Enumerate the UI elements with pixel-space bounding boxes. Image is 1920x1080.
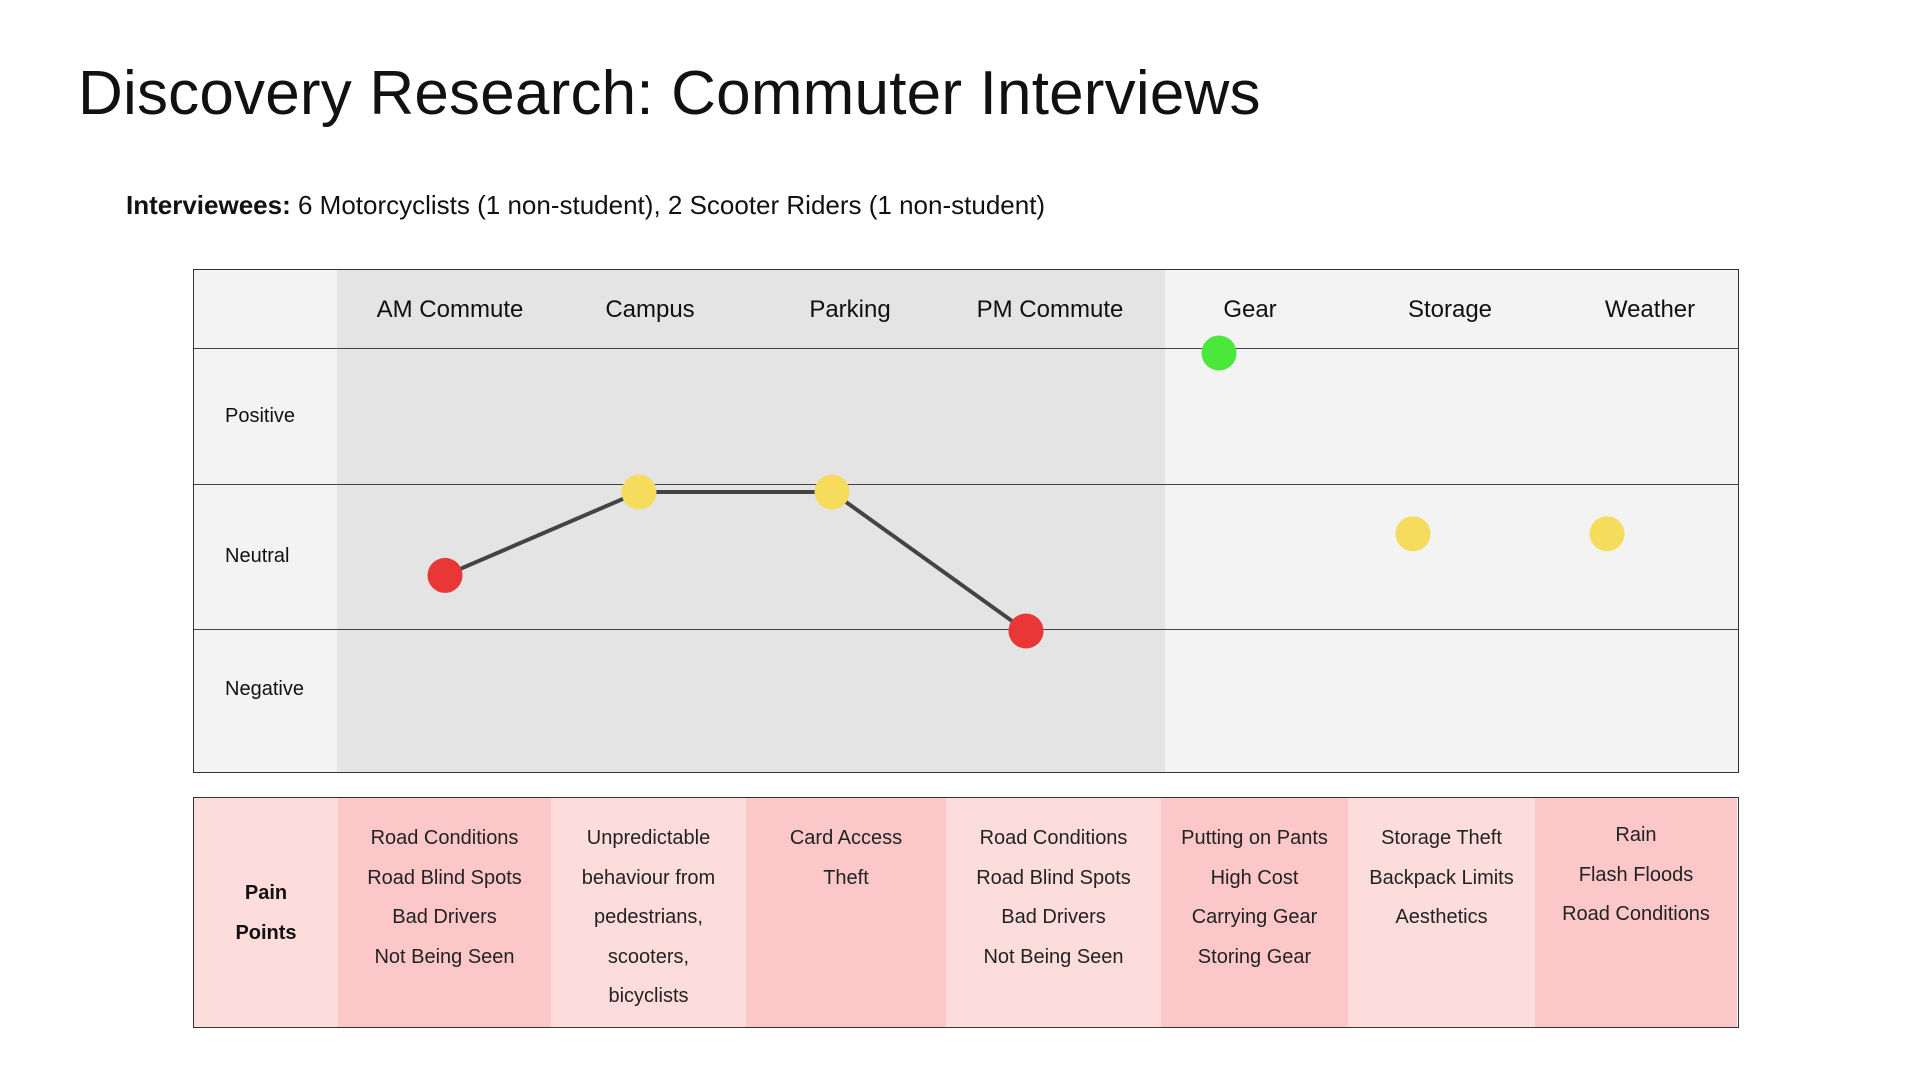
pain-point-item: bicyclists bbox=[608, 985, 689, 1007]
sentiment-point-weather bbox=[1589, 516, 1625, 552]
interviewees-text: 6 Motorcyclists (1 non-student), 2 Scoot… bbox=[290, 190, 1046, 220]
pain-point-item: Storage Theft bbox=[1381, 827, 1502, 849]
column-header-campus: Campus bbox=[605, 296, 695, 323]
page-title: Discovery Research: Commuter Interviews bbox=[78, 59, 1261, 128]
pain-point-item: Theft bbox=[823, 866, 869, 889]
pain-point-item: Not Being Seen bbox=[374, 945, 515, 968]
pain-point-item: Carrying Gear bbox=[1191, 906, 1318, 928]
column-header-weather: Weather bbox=[1604, 296, 1696, 323]
pain-point-item: Aesthetics bbox=[1395, 906, 1488, 928]
pain-point-item: Backpack Limits bbox=[1369, 866, 1514, 889]
sentiment-point-parking bbox=[814, 474, 850, 510]
pain-point-item: Not Being Seen bbox=[983, 945, 1124, 968]
header-divider bbox=[194, 348, 1738, 349]
sentiment-point-am-commute bbox=[427, 557, 463, 593]
pain-point-item: Flash Floods bbox=[1578, 863, 1694, 886]
sentiment-point-gear bbox=[1201, 335, 1237, 371]
pain-point-item: High Cost bbox=[1210, 866, 1299, 889]
column-header-am-commute: AM Commute bbox=[376, 296, 524, 323]
column-header-gear: Gear bbox=[1223, 296, 1277, 323]
pain-point-item: pedestrians, bbox=[594, 906, 703, 928]
sentiment-point-pm-commute bbox=[1008, 613, 1044, 649]
sentiment-point-storage bbox=[1395, 516, 1431, 552]
pain-point-item: Unpredictable bbox=[586, 827, 711, 849]
row-label-neutral: Neutral bbox=[225, 545, 290, 567]
pain-points-weather: Rain Flash Floods Road Conditions bbox=[1535, 798, 1737, 1027]
pain-point-item: Road Conditions bbox=[370, 827, 519, 849]
row-label-positive: Positive bbox=[225, 405, 296, 427]
journey-map: AM Commute Campus Parking PM Commute Gea… bbox=[193, 269, 1739, 773]
interviewees-summary: Interviewees: 6 Motorcyclists (1 non-stu… bbox=[126, 190, 1045, 221]
pain-point-item: Road Conditions bbox=[979, 827, 1128, 849]
pain-point-item: Putting on Pants bbox=[1181, 827, 1328, 849]
commute-sentiment-line bbox=[444, 490, 1028, 633]
pain-point-item: scooters, bbox=[607, 945, 690, 968]
pain-point-item: Bad Drivers bbox=[1001, 906, 1106, 928]
positive-neutral-divider bbox=[194, 484, 1738, 485]
column-header-pm-commute: PM Commute bbox=[976, 296, 1124, 323]
pain-point-item: Bad Drivers bbox=[392, 906, 497, 928]
pain-points-gear: Putting on Pants High Cost Carrying Gear St… bbox=[1161, 798, 1348, 1027]
pain-points-am-commute: Road Conditions Road Blind Spots Bad Drive… bbox=[338, 798, 551, 1027]
pain-point-item: Road Blind Spots bbox=[367, 866, 522, 889]
commute-shading bbox=[337, 270, 1165, 772]
pain-point-item: Rain bbox=[1615, 824, 1657, 846]
pain-point-item: Storing Gear bbox=[1197, 945, 1312, 968]
pain-points-parking: Card Access Theft bbox=[746, 798, 946, 1027]
pain-points-label-line: Pain bbox=[244, 881, 288, 904]
pain-points-label: Pain Points bbox=[194, 798, 338, 1027]
pain-point-item: Road Conditions bbox=[1562, 903, 1710, 925]
column-header-storage: Storage bbox=[1407, 296, 1493, 323]
pain-points-campus: Unpredictable behaviour from pedestrians, s… bbox=[551, 798, 746, 1027]
column-header-parking: Parking bbox=[809, 296, 891, 323]
sentiment-point-campus bbox=[621, 474, 657, 510]
pain-point-item: behaviour from bbox=[581, 866, 716, 889]
pain-points-table: Pain Points Road Conditions Road Blind Spot… bbox=[193, 797, 1739, 1028]
pain-point-item: Road Blind Spots bbox=[976, 866, 1131, 889]
pain-point-item: Card Access bbox=[789, 827, 903, 849]
row-label-negative: Negative bbox=[225, 678, 304, 700]
neutral-negative-divider bbox=[194, 629, 1738, 630]
pain-points-storage: Storage Theft Backpack Limits Aesthetics bbox=[1348, 798, 1535, 1027]
interviewees-label: Interviewees: bbox=[126, 190, 291, 220]
pain-points-label-line: Points bbox=[235, 921, 297, 944]
sentiment-chart bbox=[427, 335, 1625, 649]
pain-points-pm-commute: Road Conditions Road Blind Spots Bad Drive… bbox=[946, 798, 1161, 1027]
